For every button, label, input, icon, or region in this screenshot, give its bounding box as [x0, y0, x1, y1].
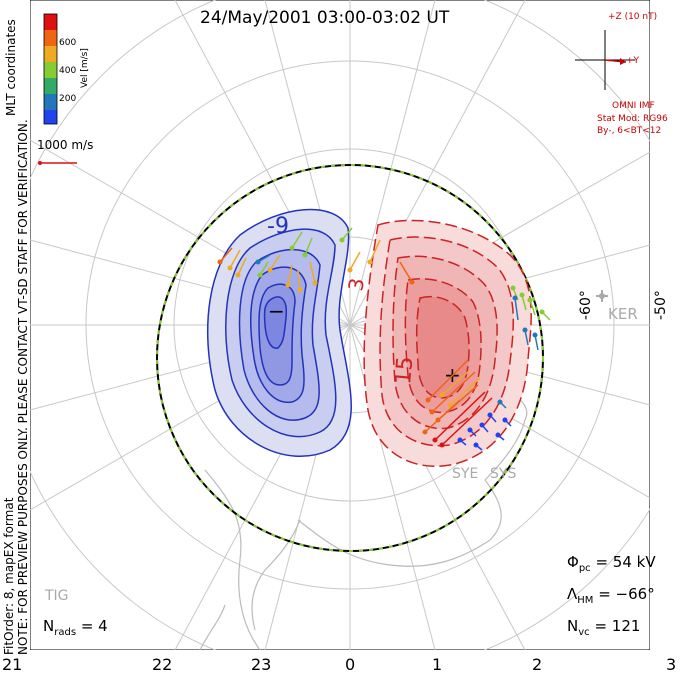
imf-model-line1: Stat Mod: RG96: [597, 114, 668, 124]
negative-cell-minimum: −: [268, 299, 285, 323]
colorbar-tick-200: 200: [59, 94, 77, 104]
imf-source: OMNI IMF: [612, 101, 655, 111]
lambda-subscript: HM: [577, 595, 594, 606]
map-title: 24/May/2001 03:00-03:02 UT: [200, 8, 450, 28]
phi-symbol: Φ: [567, 553, 579, 571]
colorbar-tick-400: 400: [59, 66, 77, 76]
mlt-label-22: 22: [152, 655, 173, 674]
colorbar: [43, 13, 58, 125]
nvc-value: = 121: [594, 617, 641, 635]
contour-label-neg: -9: [267, 214, 289, 239]
phi-subscript: pc: [578, 563, 591, 574]
phi-value: = 54 kV: [595, 553, 656, 571]
imf-z-label: +Z (10 nT): [608, 12, 658, 22]
latitude-label-50: -50°: [653, 290, 669, 320]
lambda-symbol: Λ: [567, 585, 578, 603]
nvc-symbol: N: [567, 617, 579, 635]
hm-boundary-overlay: [156, 164, 544, 552]
station-ker: KER: [608, 305, 638, 323]
mlt-label-2: 2: [532, 655, 543, 674]
positive-cell: [363, 219, 532, 467]
coordinates-label: MLT coordinates: [4, 19, 18, 116]
velocity-vectors: [217, 227, 551, 451]
mlt-label-0: 0: [345, 655, 356, 674]
imf-model-line2: By-, 6<BT<12: [597, 126, 662, 136]
contour-label-pos1: 3: [343, 276, 369, 293]
mlt-label-23: 23: [251, 655, 272, 674]
mlt-label-3: 3: [666, 655, 677, 674]
preview-notice: NOTE: FOR PREVIEW PURPOSES ONLY. PLEASE …: [16, 119, 30, 655]
stat-lambda: ΛHM = −66°: [567, 585, 655, 606]
colorbar-label: Vel [m/s]: [80, 48, 90, 88]
fit-info: FitOrder: 8, mapEX format: [2, 497, 16, 655]
reference-vector: [38, 161, 77, 165]
station-tig: TIG: [45, 588, 69, 604]
imf-y-label: +Y: [626, 56, 640, 66]
stat-nrads: Nrads = 4: [43, 617, 108, 638]
convection-map: − + -9 3 15: [30, 0, 650, 650]
station-sys: SYS: [490, 466, 517, 482]
latitude-label-60: -60°: [578, 290, 594, 320]
stat-nvc: Nvc = 121: [567, 617, 640, 638]
nrads-symbol: N: [43, 617, 55, 635]
nrads-value: = 4: [80, 617, 108, 635]
station-sye: SYE: [452, 466, 479, 482]
imf-dial: [575, 30, 635, 90]
lambda-value: = −66°: [598, 585, 655, 603]
stat-phi: Φpc = 54 kV: [567, 553, 656, 574]
coastline: [199, 379, 528, 650]
station-marker-ker: [596, 290, 608, 302]
contour-label-pos2: 15: [391, 355, 418, 385]
nvc-subscript: vc: [578, 627, 590, 638]
negative-cell: −: [207, 208, 352, 457]
colorbar-tick-600: 600: [59, 38, 77, 48]
reference-vector-label: 1000 m/s: [37, 138, 94, 152]
mlt-label-1: 1: [432, 655, 443, 674]
mlt-label-21: 21: [2, 655, 23, 674]
nrads-subscript: rads: [54, 627, 77, 638]
